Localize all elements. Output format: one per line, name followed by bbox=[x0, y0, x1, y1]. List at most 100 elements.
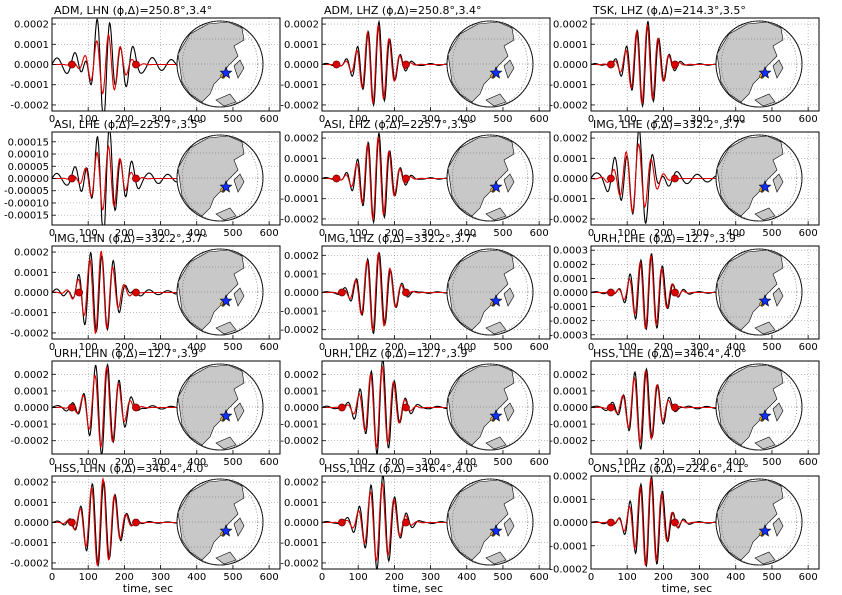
landmass-south bbox=[215, 551, 237, 565]
x-tick-label: 600 bbox=[260, 342, 279, 353]
globe-inset bbox=[176, 248, 264, 336]
window-marker bbox=[338, 403, 346, 412]
landmass-islands bbox=[503, 173, 515, 193]
y-tick-label: 0.0000 bbox=[553, 60, 588, 71]
x-tick-label: 100 bbox=[79, 572, 98, 583]
landmass-asia bbox=[447, 21, 515, 103]
x-tick-label: 400 bbox=[187, 342, 206, 353]
x-tick-label: 200 bbox=[115, 228, 134, 239]
landmass-asia bbox=[716, 21, 784, 103]
meridian bbox=[176, 20, 264, 108]
meridian bbox=[721, 363, 797, 451]
panel-title: IMG, LHZ (ϕ,Δ)=332.2°,3.7° bbox=[324, 232, 477, 245]
x-tick-label: 300 bbox=[151, 572, 170, 583]
panel-title: URH, LHN (ϕ,Δ)=12.7°,3.9° bbox=[54, 347, 204, 360]
y-tick-label: 0.0000 bbox=[284, 518, 319, 529]
panel-9: 0 100 200 300 400 500 600 -0.0002 -0.0001 0.0000 0… bbox=[10, 347, 281, 468]
y-tick-label: -0.0002 bbox=[280, 558, 319, 569]
event-star-icon bbox=[489, 524, 503, 537]
landmass-south bbox=[215, 321, 237, 335]
y-tick-label: 0.00000 bbox=[8, 174, 49, 185]
y-tick-label: 0.0001 bbox=[14, 386, 49, 397]
meridian bbox=[452, 363, 528, 451]
y-tick-label: -0.0002 bbox=[549, 565, 588, 576]
y-tick-label: 0.0001 bbox=[553, 154, 588, 165]
landmass-islands bbox=[503, 517, 515, 537]
y-tick-label: 0.0001 bbox=[284, 154, 319, 165]
window-marker bbox=[402, 288, 410, 297]
x-tick-label: 0 bbox=[319, 342, 325, 353]
x-tick-label: 200 bbox=[115, 457, 134, 468]
meridian bbox=[176, 134, 264, 222]
x-tick-label: 300 bbox=[690, 342, 709, 353]
y-tick-label: 0.0000 bbox=[553, 518, 588, 529]
globe-inset bbox=[176, 134, 264, 222]
y-tick-label: 0.0000 bbox=[14, 60, 49, 71]
x-tick-label: 500 bbox=[493, 114, 512, 125]
x-tick-label: 100 bbox=[349, 457, 368, 468]
panel-1: 0 100 200 300 400 500 600 -0.0002 -0.0001 0.0000 0… bbox=[280, 4, 551, 125]
globe-inset bbox=[446, 363, 534, 451]
y-tick-label: -0.0002 bbox=[280, 436, 319, 447]
x-tick-label: 400 bbox=[187, 457, 206, 468]
landmass-islands bbox=[772, 173, 784, 193]
globe-inset bbox=[446, 248, 534, 336]
y-tick-label: 0.0001 bbox=[553, 386, 588, 397]
x-tick-label: 200 bbox=[385, 572, 404, 583]
y-tick-label: -0.0002 bbox=[549, 214, 588, 225]
y-tick-label: -0.0002 bbox=[10, 100, 49, 111]
window-marker bbox=[607, 60, 615, 69]
x-tick-label: 100 bbox=[618, 457, 637, 468]
y-tick-label: 0.0001 bbox=[284, 386, 319, 397]
window-marker bbox=[75, 288, 84, 297]
y-tick-label: 0.0001 bbox=[553, 495, 588, 506]
meridian bbox=[715, 20, 803, 108]
y-tick-label: -0.0001 bbox=[549, 420, 588, 431]
x-tick-label: 400 bbox=[187, 228, 206, 239]
panel-3: 0 100 200 300 400 500 600 -0.00015 -0.00010-0.00… bbox=[4, 118, 281, 239]
y-tick-label: 0.0002 bbox=[284, 478, 319, 489]
panel-4: 0 100 200 300 400 500 600 -0.0002 -0.0001 0.0000 0… bbox=[280, 118, 551, 239]
event-star-icon bbox=[489, 409, 503, 422]
meridian bbox=[452, 20, 528, 108]
landmass-asia bbox=[447, 135, 515, 217]
y-tick-label: 0.00015 bbox=[8, 137, 49, 148]
y-tick-label: 0.0002 bbox=[284, 20, 319, 31]
landmass-asia bbox=[716, 249, 784, 331]
landmass-asia bbox=[716, 364, 784, 446]
x-tick-label: 500 bbox=[762, 572, 781, 583]
landmass-islands bbox=[233, 287, 245, 307]
x-tick-label: 500 bbox=[493, 457, 512, 468]
panel-13: 0 100 200 300 400 500 600 -0.0002 -0.0001 0.0000 0… bbox=[280, 462, 551, 595]
landmass-south bbox=[485, 93, 507, 107]
event-star-icon bbox=[758, 409, 772, 422]
x-tick-label: 100 bbox=[618, 342, 637, 353]
y-tick-label: 0.0000 bbox=[284, 174, 319, 185]
x-tick-label: 300 bbox=[151, 114, 170, 125]
event-star-icon bbox=[758, 294, 772, 307]
x-tick-label: 100 bbox=[349, 114, 368, 125]
x-tick-label: 400 bbox=[726, 457, 745, 468]
y-tick-label: 0.0000 bbox=[553, 403, 588, 414]
y-tick-label: -0.00010 bbox=[4, 198, 49, 209]
x-tick-label: 100 bbox=[79, 228, 98, 239]
window-marker bbox=[402, 60, 410, 69]
y-tick-label: 0.0000 bbox=[14, 288, 49, 299]
y-tick-label: -0.0002 bbox=[10, 328, 49, 339]
x-tick-label: 500 bbox=[223, 457, 242, 468]
y-tick-label: 0.0002 bbox=[553, 370, 588, 381]
x-tick-label: 200 bbox=[654, 114, 673, 125]
globe-inset bbox=[176, 478, 264, 566]
landmass-south bbox=[485, 321, 507, 335]
x-tick-label: 200 bbox=[654, 457, 673, 468]
globe-inset bbox=[715, 134, 803, 222]
landmass-south bbox=[215, 207, 237, 221]
landmass-islands bbox=[772, 517, 784, 537]
globe-inset bbox=[715, 248, 803, 336]
x-tick-label: 600 bbox=[530, 114, 549, 125]
window-marker bbox=[671, 518, 679, 527]
x-tick-label: 400 bbox=[457, 457, 476, 468]
x-tick-label: 0 bbox=[319, 114, 325, 125]
x-tick-label: 100 bbox=[349, 572, 368, 583]
window-marker bbox=[607, 288, 615, 297]
